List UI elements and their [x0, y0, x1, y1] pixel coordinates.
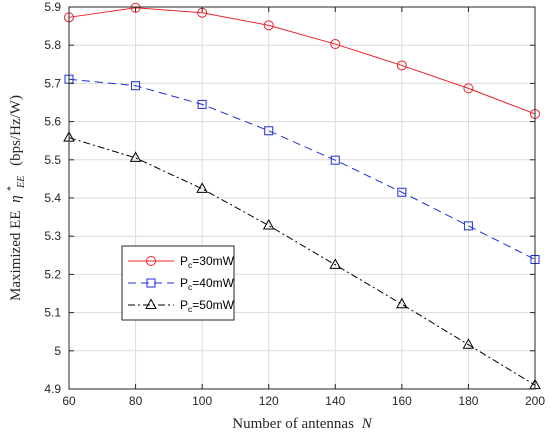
y-tick-label: 5.2 [44, 267, 61, 281]
series-lines [63, 2, 541, 390]
legend-label-sub: c [188, 260, 193, 270]
grid [68, 6, 536, 390]
data-point-marker [462, 338, 475, 349]
data-point-marker [330, 39, 341, 50]
legend-marker [146, 278, 156, 288]
x-tick-label: 160 [392, 394, 412, 408]
legend-label: Pc=30mW [180, 254, 235, 270]
legend-label-sub: c [188, 282, 193, 292]
y-tick-label: 5.6 [44, 115, 61, 129]
y-tick-label: 5.5 [44, 153, 61, 167]
x-tick-label: 100 [192, 394, 212, 408]
data-point-marker [329, 258, 342, 269]
data-point-marker [263, 20, 274, 31]
y-tick-label: 4.9 [44, 382, 61, 396]
x-tick-label: 140 [325, 394, 345, 408]
legend-label-rest: =40mW [192, 276, 234, 290]
series-line [68, 7, 536, 115]
x-tick-label: 60 [62, 394, 76, 408]
x-tick-label: 200 [525, 394, 545, 408]
data-point-marker [197, 99, 207, 109]
legend-label-main: P [180, 254, 188, 268]
data-point-marker [463, 221, 473, 231]
x-tick-label: 180 [458, 394, 478, 408]
y-tick-label: 5.4 [44, 191, 61, 205]
y-tick-label: 5.1 [44, 306, 61, 320]
data-point-marker [396, 297, 408, 309]
x-axis-label-text: Number of antennas [232, 416, 354, 432]
y-tick-label: 5 [54, 344, 61, 358]
y-axis-label-var: η [8, 195, 24, 202]
data-point-marker [129, 151, 142, 162]
y-tick-label: 5.7 [44, 76, 61, 90]
legend-label: Pc=50mW [180, 298, 235, 314]
y-axis-label-units: (bps/Hz/W) [8, 95, 24, 166]
legend-item-1: Pc=40mW [128, 276, 235, 292]
legend-marker [146, 256, 156, 266]
y-tick-label: 5.9 [44, 0, 61, 14]
legend-label: Pc=40mW [180, 276, 235, 292]
data-point-marker [463, 83, 474, 94]
y-axis-label-sub: EE [16, 176, 27, 189]
y-axis-label-text: Maximized EE [8, 211, 24, 301]
data-point-marker [131, 81, 141, 91]
legend-item-2: Pc=50mW [128, 298, 235, 314]
axis-ticks: 60 80 100 120 140 160 180 200 4.9 5 5.1 5.2 5.3 5.4 5.… [44, 0, 545, 408]
legend-label-rest: =30mW [192, 254, 234, 268]
series-line [68, 137, 536, 386]
legend-label-sub: c [188, 304, 193, 314]
data-point-marker [396, 60, 407, 71]
x-axis-label: Number of antennas N [232, 416, 372, 432]
y-tick-label: 5.3 [44, 229, 61, 243]
series-line [68, 78, 536, 260]
data-point-marker [262, 218, 275, 230]
y-tick-label: 5.8 [44, 38, 61, 52]
data-point-marker [330, 155, 340, 165]
data-point-marker [397, 187, 407, 197]
legend-label-main: P [180, 298, 188, 312]
x-tick-label: 120 [259, 394, 279, 408]
legend-box [121, 245, 235, 321]
y-axis-label: Maximized EE η * EE (bps/Hz/W) [2, 95, 28, 301]
y-axis-label-sup: * [6, 187, 17, 192]
legend-label-rest: =50mW [192, 298, 234, 312]
data-point-marker [196, 182, 208, 193]
series-1 [64, 74, 540, 265]
legend-label-main: P [180, 276, 188, 290]
legend-marker [145, 298, 157, 309]
x-tick-label: 80 [129, 394, 143, 408]
legend-item-0: Pc=30mW [128, 254, 235, 270]
data-point-marker [130, 2, 141, 13]
x-axis-label-var: N [361, 416, 373, 432]
data-point-marker [264, 126, 274, 136]
